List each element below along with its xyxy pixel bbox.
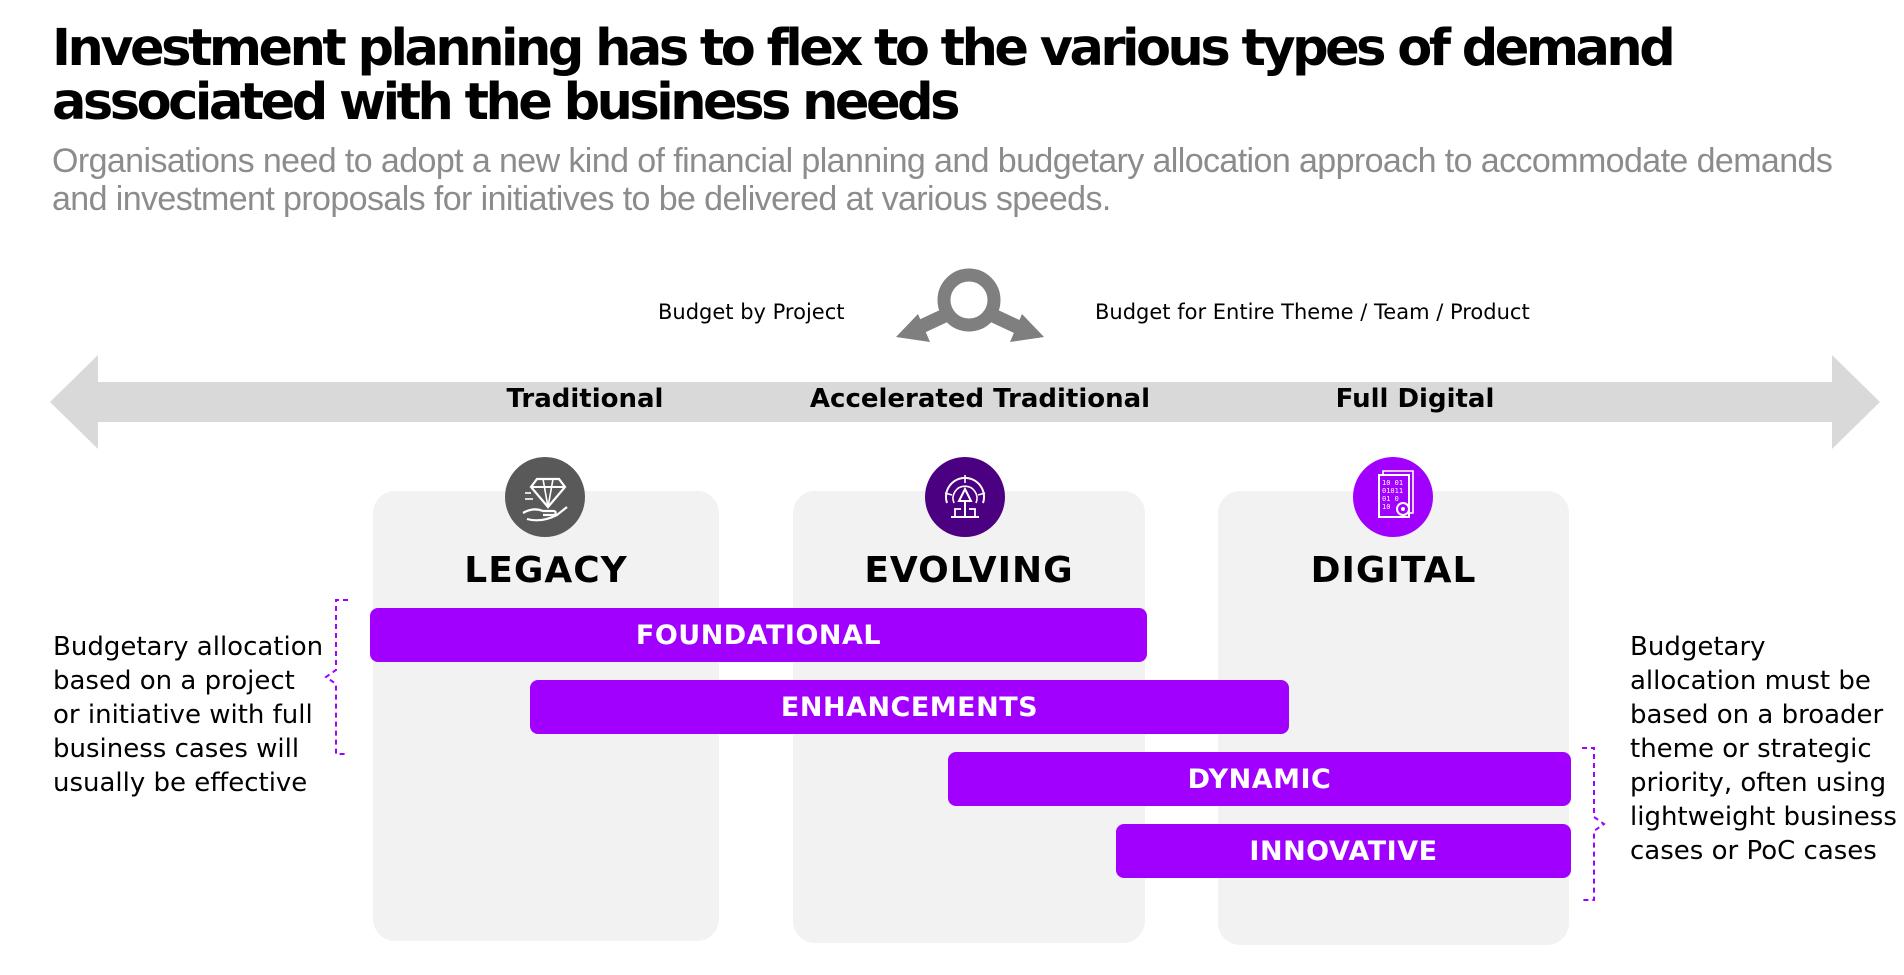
right-bracket	[1582, 747, 1606, 901]
page-subtitle: Organisations need to adopt a new kind o…	[52, 142, 1833, 218]
enhancements-bar: ENHANCEMENTS	[530, 680, 1289, 734]
spectrum-arrow	[50, 355, 1880, 449]
innovative-bar: INNOVATIVE	[1116, 824, 1571, 878]
left-note: Budgetary allocation based on a project …	[53, 632, 324, 798]
svg-text:10: 10	[1382, 503, 1390, 511]
legacy-title: LEGACY	[464, 550, 628, 591]
phase-accelerated-traditional: Accelerated Traditional	[809, 384, 1151, 414]
compass-arrow-icon	[925, 457, 1005, 537]
right-note: Budgetary allocation must be based on a …	[1630, 632, 1897, 866]
foundational-bar: FOUNDATIONAL	[370, 608, 1147, 662]
binary-document-icon: 10 01 01011 01 0 10	[1353, 457, 1433, 537]
phase-traditional: Traditional	[506, 384, 664, 414]
svg-text:10 01: 10 01	[1382, 479, 1403, 487]
toggle-arrows-icon	[896, 268, 1044, 342]
budget-by-project-label: Budget by Project	[658, 300, 845, 324]
evolving-title: EVOLVING	[864, 550, 1074, 591]
budget-entire-theme-label: Budget for Entire Theme / Team / Product	[1095, 300, 1530, 324]
dynamic-bar: DYNAMIC	[948, 752, 1571, 806]
page-title: Investment planning has to flex to the v…	[52, 19, 1676, 132]
left-bracket	[324, 599, 348, 755]
phase-full-digital: Full Digital	[1335, 384, 1495, 414]
diamond-hand-icon	[505, 457, 585, 537]
digital-title: DIGITAL	[1310, 550, 1477, 591]
svg-text:01011: 01011	[1382, 487, 1403, 495]
svg-text:01 0: 01 0	[1382, 495, 1399, 503]
